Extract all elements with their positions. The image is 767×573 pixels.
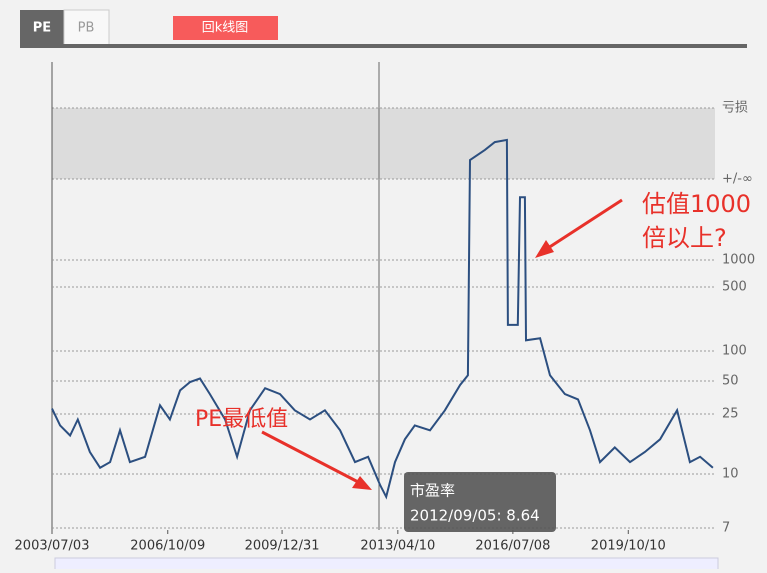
- x-tick-label: 2013/04/10: [360, 539, 435, 554]
- y-tick-label: 500: [722, 280, 747, 295]
- kline-button[interactable]: [173, 16, 278, 40]
- x-tick-label: 2003/07/03: [15, 539, 90, 554]
- tab[interactable]: [63, 9, 110, 46]
- annotation: 倍以上?: [642, 224, 727, 252]
- y-tick-label: 7: [722, 521, 730, 536]
- button-label[interactable]: 回k线图: [202, 21, 249, 36]
- arrowhead: [352, 476, 372, 490]
- tab-active[interactable]: [20, 10, 64, 45]
- y-tick-label: 1000: [722, 253, 755, 268]
- x-tick-label: 2019/10/10: [591, 539, 666, 554]
- x-tick-label: 2009/12/31: [245, 539, 320, 554]
- pe-line: [51, 138, 714, 500]
- y-tick-label: 10: [722, 467, 739, 482]
- tooltip-title: 市盈率: [410, 482, 455, 500]
- x-tick-label: 2016/07/08: [475, 539, 550, 554]
- annotation: PE最低值: [195, 407, 288, 432]
- x-tick-label: 2006/10/09: [130, 539, 205, 554]
- annotation: 估值1000: [642, 190, 751, 218]
- y-band-label: +/-∞: [722, 172, 753, 187]
- arrow: [544, 198, 623, 252]
- arrow: [261, 430, 363, 486]
- tooltip: [404, 472, 556, 532]
- y-tick-label: 25: [722, 407, 739, 422]
- y-tick-label: 100: [722, 344, 747, 359]
- tab-bar: [20, 44, 747, 48]
- y-band-label: 亏损: [722, 101, 748, 116]
- tooltip-text: 2012/09/05: 8.64: [410, 507, 540, 525]
- loss-band: [52, 108, 715, 179]
- arrowhead: [535, 240, 554, 258]
- scrollbar[interactable]: [54, 557, 719, 573]
- tab-label[interactable]: PB: [78, 21, 95, 36]
- tab-label[interactable]: PE: [33, 21, 51, 36]
- y-tick-label: 50: [722, 374, 739, 389]
